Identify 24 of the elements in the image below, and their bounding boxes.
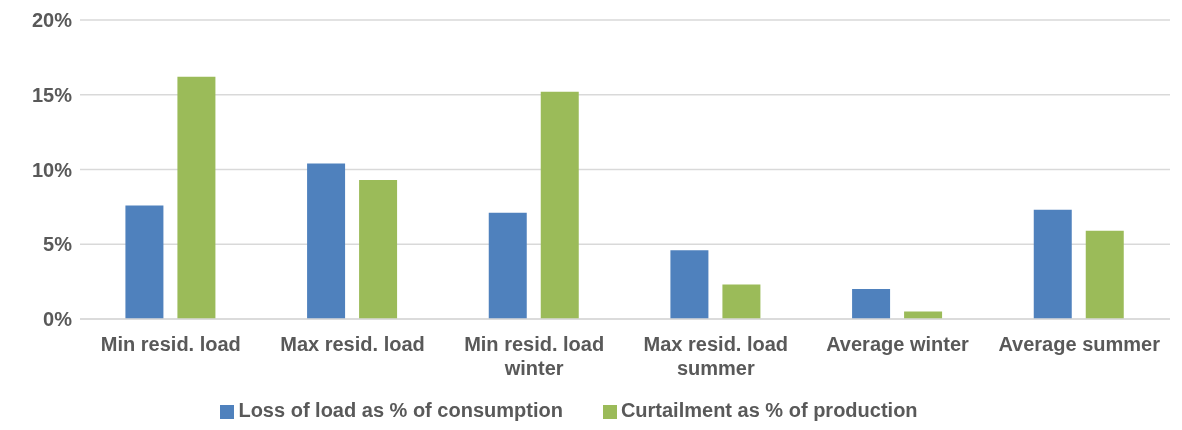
legend-label: Curtailment as % of production (620, 399, 918, 421)
bar (540, 91, 579, 319)
x-tick-label: Average summer (998, 333, 1161, 355)
bar (359, 179, 398, 319)
bar (1085, 230, 1124, 319)
y-tick-label: 0% (43, 308, 73, 331)
y-tick-label: 5% (43, 233, 73, 256)
bar (125, 205, 164, 319)
x-tick-label: Min resid. load (100, 333, 241, 355)
x-tick-label: Average winter (826, 333, 970, 355)
bar (852, 289, 891, 319)
y-tick-label: 20% (31, 9, 73, 32)
bar (1033, 209, 1072, 319)
x-tick-label: Min resid. load winter (464, 333, 605, 379)
bar (177, 76, 216, 319)
y-tick-label: 10% (31, 158, 73, 181)
x-tick-label: Max resid. load summer (643, 333, 789, 379)
x-tick-label: Max resid. load (280, 333, 425, 355)
bar (488, 212, 527, 319)
y-tick-label: 15% (31, 83, 73, 106)
legend-label: Loss of load as % of consumption (238, 399, 563, 421)
bar (307, 163, 346, 319)
bar (670, 250, 709, 319)
bar (722, 284, 761, 319)
